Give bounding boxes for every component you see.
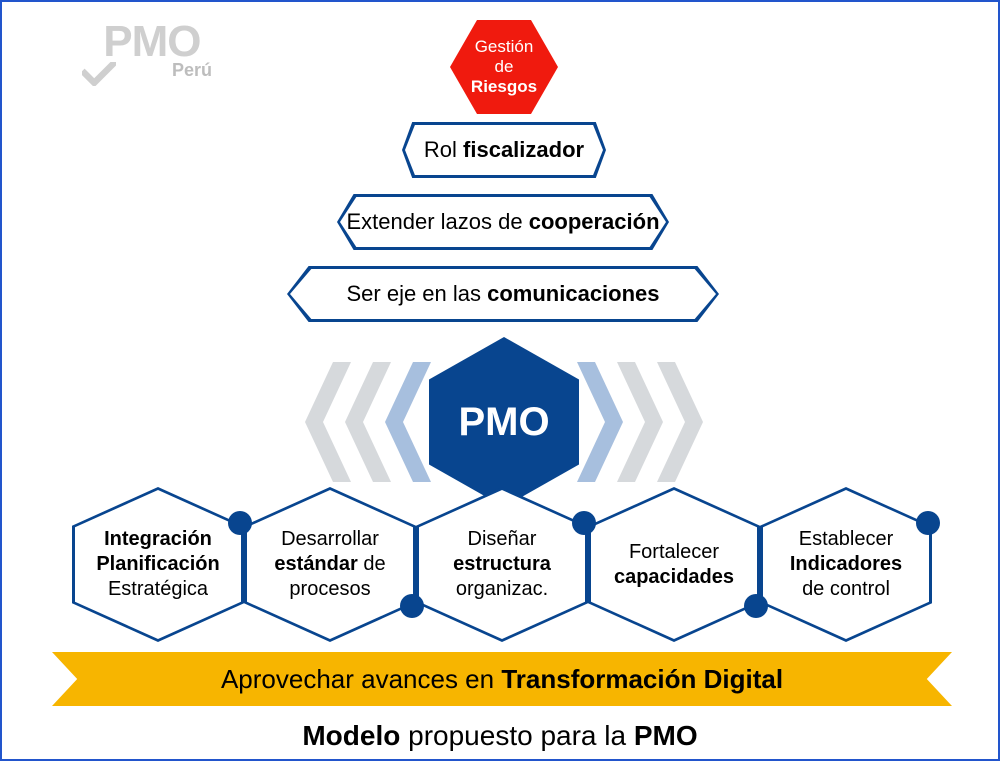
- pmo-hexagon: PMO: [429, 337, 579, 507]
- caption-text: Modelo propuesto para la PMO: [2, 720, 998, 752]
- banner-text: Aprovechar avances en Transformación Dig…: [221, 664, 783, 695]
- node-dot: [228, 511, 252, 535]
- tier-banner-2: Ser eje en las comunicaciones: [287, 266, 719, 322]
- pmo-label: PMO: [458, 400, 549, 445]
- diagram-stage: PMO Perú GestióndeRiesgos Rol fiscalizad…: [2, 2, 998, 759]
- node-2: Diseñarestructuraorganizac.: [416, 487, 588, 642]
- node-text: Fortalecercapacidades: [614, 540, 734, 590]
- banner-pre: Aprovechar avances en: [221, 664, 501, 694]
- logo: PMO: [92, 20, 200, 64]
- tier-text: Rol fiscalizador: [424, 137, 584, 163]
- node-dot: [400, 594, 424, 618]
- tier-banner-1: Extender lazos de cooperación: [337, 194, 669, 250]
- node-3: Fortalecercapacidades: [588, 487, 760, 642]
- node-dot: [916, 511, 940, 535]
- risk-line: Gestión: [475, 37, 534, 57]
- check-icon: [82, 62, 116, 86]
- tier-banner-0: Rol fiscalizador: [402, 122, 606, 178]
- chevron-right-2: [657, 362, 703, 482]
- banner-bold: Transformación Digital: [501, 664, 783, 694]
- chevron-left-1: [345, 362, 391, 482]
- node-dot: [572, 511, 596, 535]
- risk-hexagon: GestióndeRiesgos: [450, 20, 558, 114]
- digital-transformation-banner: Aprovechar avances en Transformación Dig…: [52, 652, 952, 706]
- risk-line: de: [495, 57, 514, 77]
- chevron-left-0: [385, 362, 431, 482]
- logo-text: PMO: [103, 17, 200, 66]
- node-4: EstablecerIndicadoresde control: [760, 487, 932, 642]
- node-text: EstablecerIndicadoresde control: [790, 527, 902, 602]
- risk-line: Riesgos: [471, 77, 537, 97]
- node-text: IntegraciónPlanificaciónEstratégica: [96, 527, 219, 602]
- node-text: Diseñarestructuraorganizac.: [453, 527, 551, 602]
- node-text: Desarrollarestándar deprocesos: [274, 527, 385, 602]
- tier-text: Extender lazos de cooperación: [346, 209, 659, 235]
- tier-text: Ser eje en las comunicaciones: [346, 281, 659, 307]
- node-dot: [744, 594, 768, 618]
- chevron-left-2: [305, 362, 351, 482]
- node-0: IntegraciónPlanificaciónEstratégica: [72, 487, 244, 642]
- node-1: Desarrollarestándar deprocesos: [244, 487, 416, 642]
- logo-subtext: Perú: [172, 60, 212, 81]
